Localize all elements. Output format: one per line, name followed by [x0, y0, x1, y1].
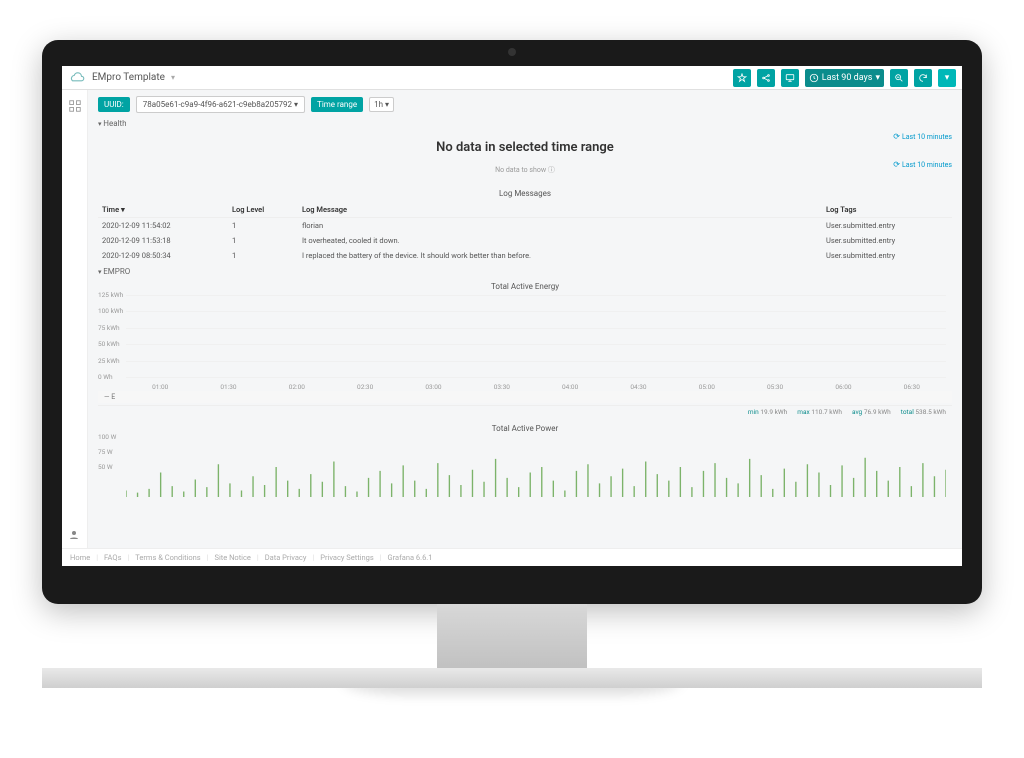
user-icon[interactable]	[68, 529, 80, 544]
energy-chart: 125 kWh100 kWh75 kWh50 kWh25 kWh0 Wh 01:…	[98, 295, 952, 391]
footer-link[interactable]: Terms & Conditions	[135, 553, 200, 562]
cloud-icon	[68, 71, 86, 85]
table-row: 2020-12-09 08:50:341I replaced the batte…	[98, 248, 952, 263]
footer: Home|FAQs|Terms & Conditions|Site Notice…	[62, 548, 962, 566]
table-row: 2020-12-09 11:54:021florianUser.submitte…	[98, 218, 952, 234]
camera-dot	[508, 48, 516, 56]
star-button[interactable]	[733, 69, 751, 87]
log-col[interactable]: Time ▾	[98, 202, 228, 218]
footer-link[interactable]: Data Privacy	[265, 553, 307, 562]
timerange-pill: Time range	[311, 97, 363, 112]
log-col[interactable]: Log Tags	[822, 202, 952, 218]
grid-icon[interactable]	[69, 100, 81, 115]
footer-link[interactable]: FAQs	[104, 553, 121, 562]
log-panel-title: Log Messages	[98, 189, 952, 198]
monitor-chin	[42, 668, 982, 688]
last10-link-2[interactable]: Last 10 minutes	[893, 160, 952, 169]
power-title: Total Active Power	[98, 424, 952, 433]
footer-link[interactable]: Grafana 6.6.1	[388, 553, 433, 562]
nodata-panel: Last 10 minutes Last 10 minutes No data …	[98, 132, 952, 183]
share-button[interactable]	[757, 69, 775, 87]
topbar: EMpro Template ▾ Last 90 days ▾ ▾	[62, 66, 962, 90]
content: UUID: 78a05e61-c9a9-4f96-a621-c9eb8a2057…	[88, 90, 962, 548]
refresh-button[interactable]	[914, 69, 932, 87]
power-chart: 100 W75 W50 W	[98, 437, 952, 497]
page-title[interactable]: EMpro Template	[92, 72, 165, 83]
timerange-select[interactable]: 1h ▾	[369, 97, 394, 112]
nodata-sub: No data to show ⓘ	[98, 165, 952, 175]
footer-link[interactable]: Privacy Settings	[320, 553, 373, 562]
footer-link[interactable]: Home	[70, 553, 90, 562]
chevron-down-icon[interactable]: ▾	[171, 73, 175, 82]
energy-title: Total Active Energy	[98, 282, 952, 291]
section-health[interactable]: Health	[98, 119, 952, 128]
section-empro[interactable]: EMPRO	[98, 267, 952, 276]
screen: EMpro Template ▾ Last 90 days ▾ ▾	[62, 66, 962, 566]
last10-link-1[interactable]: Last 10 minutes	[893, 132, 952, 141]
energy-legend: — E	[98, 391, 952, 403]
monitor-button[interactable]	[781, 69, 799, 87]
timerange-button[interactable]: Last 90 days ▾	[805, 69, 884, 87]
controls-row: UUID: 78a05e61-c9a9-4f96-a621-c9eb8a2057…	[98, 96, 952, 113]
footer-link[interactable]: Site Notice	[215, 553, 251, 562]
zoom-out-button[interactable]	[890, 69, 908, 87]
uuid-select[interactable]: 78a05e61-c9a9-4f96-a621-c9eb8a205792 ▾	[136, 96, 305, 113]
table-row: 2020-12-09 11:53:181It overheated, coole…	[98, 233, 952, 248]
nodata-title: No data in selected time range	[98, 140, 952, 155]
uuid-label: UUID:	[98, 97, 130, 112]
monitor-frame: EMpro Template ▾ Last 90 days ▾ ▾	[42, 40, 982, 688]
refresh-interval-button[interactable]: ▾	[938, 69, 956, 87]
log-col[interactable]: Log Message	[298, 202, 822, 218]
energy-stats: min 19.9 kWh max 110.7 kWh avg 76.9 kWh …	[98, 405, 952, 418]
monitor-bezel: EMpro Template ▾ Last 90 days ▾ ▾	[42, 40, 982, 604]
sidebar	[62, 90, 88, 548]
stand-neck	[437, 604, 587, 674]
timerange-label: Last 90 days	[822, 73, 873, 83]
log-table: Time ▾Log LevelLog MessageLog Tags 2020-…	[98, 202, 952, 263]
log-col[interactable]: Log Level	[228, 202, 298, 218]
